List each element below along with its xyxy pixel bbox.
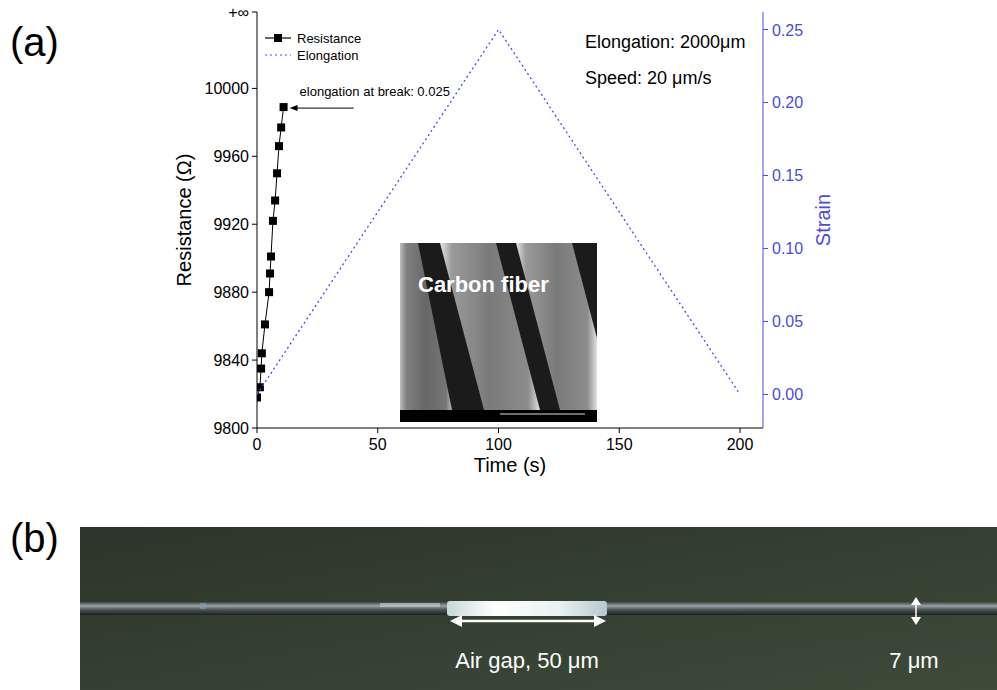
- y2-axis-title: Strain: [812, 194, 834, 246]
- y-tick: [252, 428, 257, 429]
- x-tick-label: 0: [253, 436, 262, 453]
- y2-tick: [763, 102, 768, 103]
- legend-marker: [274, 34, 282, 42]
- y-tick-label: 10000: [205, 80, 250, 97]
- marker: [269, 217, 277, 225]
- marker: [271, 196, 279, 204]
- marker: [273, 169, 281, 177]
- y-tick: [252, 12, 257, 13]
- y2-tick: [763, 175, 768, 176]
- annotation: Elongation: 2000μm: [585, 32, 745, 52]
- micrograph: Air gap, 50 μm 7 μm: [80, 527, 997, 690]
- y2-tick: [763, 394, 768, 395]
- x-tick-label: 150: [606, 436, 633, 453]
- sem-inset: Carbon fiber: [400, 243, 597, 422]
- y2-tick-label: 0.15: [772, 167, 803, 184]
- diameter-arrow: [915, 603, 917, 619]
- gap-arrow: [458, 620, 598, 623]
- y-tick-label: +∞: [228, 4, 249, 21]
- marker: [277, 123, 285, 131]
- marker: [267, 253, 275, 261]
- y-tick: [252, 360, 257, 361]
- y-tick-label: 9920: [213, 216, 249, 233]
- x-tick: [619, 428, 620, 433]
- diameter-label: 7 μm: [889, 648, 938, 673]
- panel-label: (a): [10, 20, 59, 64]
- y-tick: [252, 224, 257, 225]
- x-tick-label: 200: [727, 436, 754, 453]
- background: [0, 0, 997, 690]
- diameter-arrowhead: [911, 617, 921, 625]
- x-tick: [257, 428, 258, 433]
- annotation-arrowhead: [290, 105, 298, 111]
- gap-label: Air gap, 50 μm: [455, 648, 599, 673]
- series-line: [257, 107, 284, 397]
- y-tick: [252, 156, 257, 157]
- y-tick: [252, 292, 257, 293]
- fiber: [80, 602, 997, 615]
- x-tick: [498, 428, 499, 433]
- marker: [266, 269, 274, 277]
- diameter-arrowhead: [911, 597, 921, 605]
- y2-tick: [763, 29, 768, 30]
- marker: [261, 320, 269, 328]
- inset-label: Carbon fiber: [418, 272, 549, 297]
- fiber-glint: [380, 603, 440, 607]
- y2-tick-label: 0.05: [772, 313, 803, 330]
- y2-tick: [763, 321, 768, 322]
- figure: (a) Carbon fiber 0 50 100 150 200 9800 9840 9880 9…: [0, 0, 997, 690]
- marker: [258, 349, 266, 357]
- annotation: Speed: 20 μm/s: [585, 68, 711, 88]
- annotation-arrow: [296, 108, 354, 109]
- x-tick-label: 50: [369, 436, 387, 453]
- legend-label: Resistance: [297, 31, 361, 46]
- y2-tick-label: 0.25: [772, 22, 803, 39]
- marker: [280, 103, 288, 111]
- y2-axis: [763, 12, 764, 428]
- fiber-glint: [200, 603, 206, 609]
- marker: [275, 142, 283, 150]
- y-axis-title: Resistance (Ω): [173, 154, 195, 287]
- scale-bar: [500, 414, 585, 415]
- y2-tick-label: 0.10: [772, 240, 803, 257]
- x-axis: [257, 428, 763, 429]
- y-tick-label: 9800: [213, 420, 249, 437]
- series-line: [257, 30, 740, 395]
- y-tick-label: 9840: [213, 352, 249, 369]
- sem-background: [400, 243, 597, 422]
- x-tick: [740, 428, 741, 433]
- y-tick-label: 9960: [213, 148, 249, 165]
- x-tick-label: 100: [485, 436, 512, 453]
- gap-arrowhead: [450, 615, 462, 627]
- air-gap: [447, 601, 607, 616]
- x-tick: [377, 428, 378, 433]
- legend-line: [265, 54, 291, 55]
- fiber: [400, 243, 452, 410]
- sem-info-bar: [400, 410, 597, 422]
- y2-tick-label: 0.20: [772, 94, 803, 111]
- fiber: [516, 243, 597, 410]
- marker: [257, 365, 265, 373]
- x-axis-title: Time (s): [474, 454, 547, 476]
- legend: Resistance Elongation: [265, 31, 361, 63]
- y-tick: [252, 88, 257, 89]
- panel-label: (b): [10, 516, 59, 560]
- gap-arrowhead: [594, 615, 606, 627]
- legend-label: Elongation: [297, 48, 358, 63]
- annotation: elongation at break: 0.025: [300, 84, 450, 99]
- plot-data: [257, 30, 740, 402]
- y-tick-label: 9880: [213, 284, 249, 301]
- micrograph-background: [80, 527, 997, 690]
- marker: [265, 288, 273, 296]
- y2-tick: [763, 248, 768, 249]
- y2-tick-label: 0.00: [772, 386, 803, 403]
